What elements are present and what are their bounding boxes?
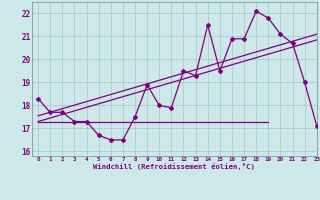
X-axis label: Windchill (Refroidissement éolien,°C): Windchill (Refroidissement éolien,°C) bbox=[93, 164, 255, 170]
